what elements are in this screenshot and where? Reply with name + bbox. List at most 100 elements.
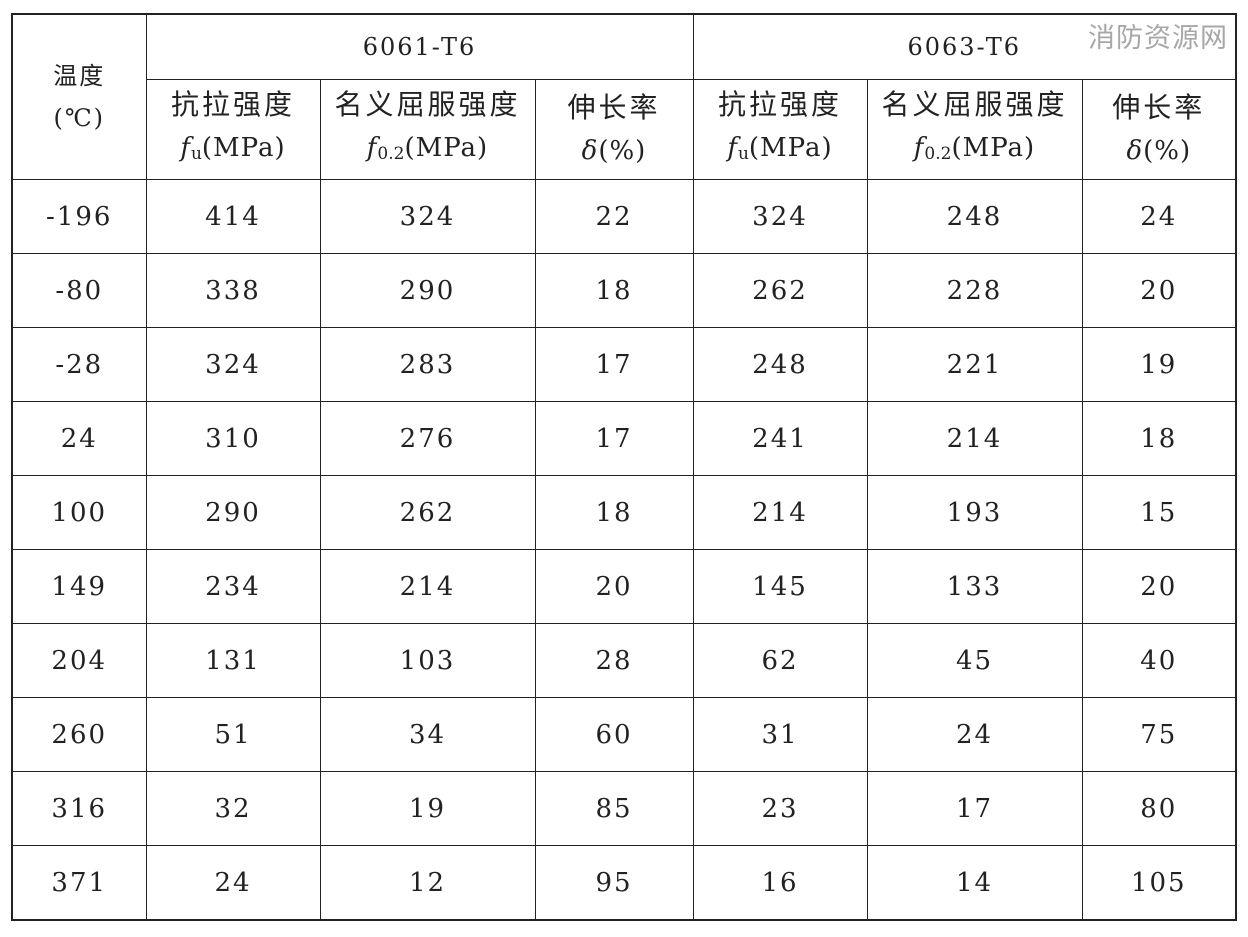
value-cell: 18	[534, 253, 694, 328]
subheader-label: 名义屈服强度	[334, 88, 521, 121]
subheader-symbol: fu(MPa)	[727, 133, 833, 164]
value-cell: 22	[534, 179, 694, 254]
value-cell: 262	[692, 253, 868, 328]
table-row: 260 51 34 60 31 24 75	[11, 697, 1237, 772]
value-cell: 95	[534, 845, 694, 921]
symbol-unit: (MPa)	[404, 133, 489, 163]
symbol-letter: f	[913, 133, 925, 163]
aluminum-properties-table: 温度 (℃) 6061-T6 6063-T6 抗拉强度 fu(MPa) 名义屈服强度…	[11, 13, 1238, 921]
temperature-header-label: 温度	[53, 62, 106, 90]
symbol-unit: (MPa)	[748, 133, 833, 163]
table-row: 149 234 214 20 145 133 20	[11, 549, 1237, 624]
header-group-row: 温度 (℃) 6061-T6 6063-T6	[11, 13, 1237, 180]
symbol-unit: (%)	[1143, 136, 1192, 166]
value-cell: 32	[145, 771, 321, 846]
temperature-header: 温度 (℃)	[11, 13, 147, 180]
value-cell: 283	[319, 327, 536, 402]
subheader-symbol: f0.2(MPa)	[366, 133, 489, 164]
table-body: -196 414 324 22 324 248 24 -80 338 290 18 262 228 20-…	[11, 179, 1237, 921]
symbol-letter: δ	[1126, 136, 1144, 166]
temperature-header-unit: (℃)	[53, 104, 106, 132]
value-cell: 15	[1081, 475, 1237, 550]
value-cell: 75	[1081, 697, 1237, 772]
subheader-symbol: f0.2(MPa)	[913, 133, 1035, 164]
subheader-label: 抗拉强度	[717, 88, 842, 121]
subheader-symbol: fu(MPa)	[180, 133, 285, 164]
subheader-6063-elongation: 伸长率 δ(%)	[1081, 79, 1237, 180]
temperature-cell: 204	[11, 623, 147, 698]
value-cell: 31	[692, 697, 868, 772]
value-cell: 262	[319, 475, 536, 550]
subheader-label: 抗拉强度	[170, 88, 295, 121]
value-cell: 17	[534, 327, 694, 402]
value-cell: 20	[1081, 253, 1237, 328]
value-cell: 20	[1081, 549, 1237, 624]
value-cell: 12	[319, 845, 536, 921]
group-header-6061: 6061-T6	[145, 13, 694, 80]
value-cell: 193	[866, 475, 1083, 550]
value-cell: 228	[866, 253, 1083, 328]
table-row: 100 290 262 18 214 193 15	[11, 475, 1237, 550]
symbol-letter: δ	[581, 136, 599, 166]
value-cell: 290	[145, 475, 321, 550]
value-cell: 290	[319, 253, 536, 328]
subheader-6063-yield-strength: 名义屈服强度 f0.2(MPa)	[866, 79, 1083, 180]
temperature-cell: -28	[11, 327, 147, 402]
subheader-6061-tensile-strength: 抗拉强度 fu(MPa)	[145, 79, 321, 180]
value-cell: 18	[534, 475, 694, 550]
value-cell: 40	[1081, 623, 1237, 698]
value-cell: 62	[692, 623, 868, 698]
temperature-cell: 24	[11, 401, 147, 476]
value-cell: 19	[1081, 327, 1237, 402]
header-subcolumn-row: 抗拉强度 fu(MPa) 名义屈服强度 f0.2(MPa) 伸长率 δ(%) 抗拉强度 fu(…	[12, 79, 1237, 180]
value-cell: 133	[866, 549, 1083, 624]
value-cell: 234	[145, 549, 321, 624]
value-cell: 19	[319, 771, 536, 846]
table-row: -28 324 283 17 248 221 19	[11, 327, 1237, 402]
subheader-symbol: δ(%)	[1126, 136, 1191, 166]
subheader-label: 伸长率	[567, 91, 661, 124]
value-cell: 214	[692, 475, 868, 550]
value-cell: 324	[145, 327, 321, 402]
value-cell: 310	[145, 401, 321, 476]
value-cell: 338	[145, 253, 321, 328]
value-cell: 145	[692, 549, 868, 624]
value-cell: 17	[534, 401, 694, 476]
value-cell: 324	[692, 179, 868, 254]
symbol-letter: f	[727, 133, 738, 163]
value-cell: 248	[692, 327, 868, 402]
temperature-cell: 149	[11, 549, 147, 624]
symbol-subscript: 0.2	[924, 144, 952, 164]
subheader-6061-elongation: 伸长率 δ(%)	[534, 79, 694, 180]
value-cell: 18	[1081, 401, 1237, 476]
value-cell: 14	[866, 845, 1083, 921]
value-cell: 24	[145, 845, 321, 921]
table-row: 371 24 12 95 16 14 105	[11, 845, 1237, 921]
value-cell: 24	[866, 697, 1083, 772]
value-cell: 16	[692, 845, 868, 921]
table-row: 204 131 103 28 62 45 40	[11, 623, 1237, 698]
table-row: 24 310 276 17 241 214 18	[11, 401, 1237, 476]
temperature-cell: 371	[11, 845, 147, 921]
symbol-letter: f	[180, 133, 191, 163]
temperature-cell: 316	[11, 771, 147, 846]
symbol-subscript: u	[737, 144, 749, 164]
subheader-6063-tensile-strength: 抗拉强度 fu(MPa)	[692, 79, 868, 180]
value-cell: 103	[319, 623, 536, 698]
value-cell: 214	[866, 401, 1083, 476]
symbol-letter: f	[366, 133, 378, 163]
temperature-cell: -196	[11, 179, 147, 254]
table-row: -80 338 290 18 262 228 20	[11, 253, 1237, 328]
value-cell: 324	[319, 179, 536, 254]
value-cell: 17	[866, 771, 1083, 846]
value-cell: 51	[145, 697, 321, 772]
group-header-6063: 6063-T6	[692, 13, 1237, 80]
subheader-6061-yield-strength: 名义屈服强度 f0.2(MPa)	[319, 79, 536, 180]
value-cell: 214	[319, 549, 536, 624]
value-cell: 23	[692, 771, 868, 846]
value-cell: 221	[866, 327, 1083, 402]
value-cell: 24	[1081, 179, 1237, 254]
value-cell: 34	[319, 697, 536, 772]
value-cell: 248	[866, 179, 1083, 254]
value-cell: 28	[534, 623, 694, 698]
